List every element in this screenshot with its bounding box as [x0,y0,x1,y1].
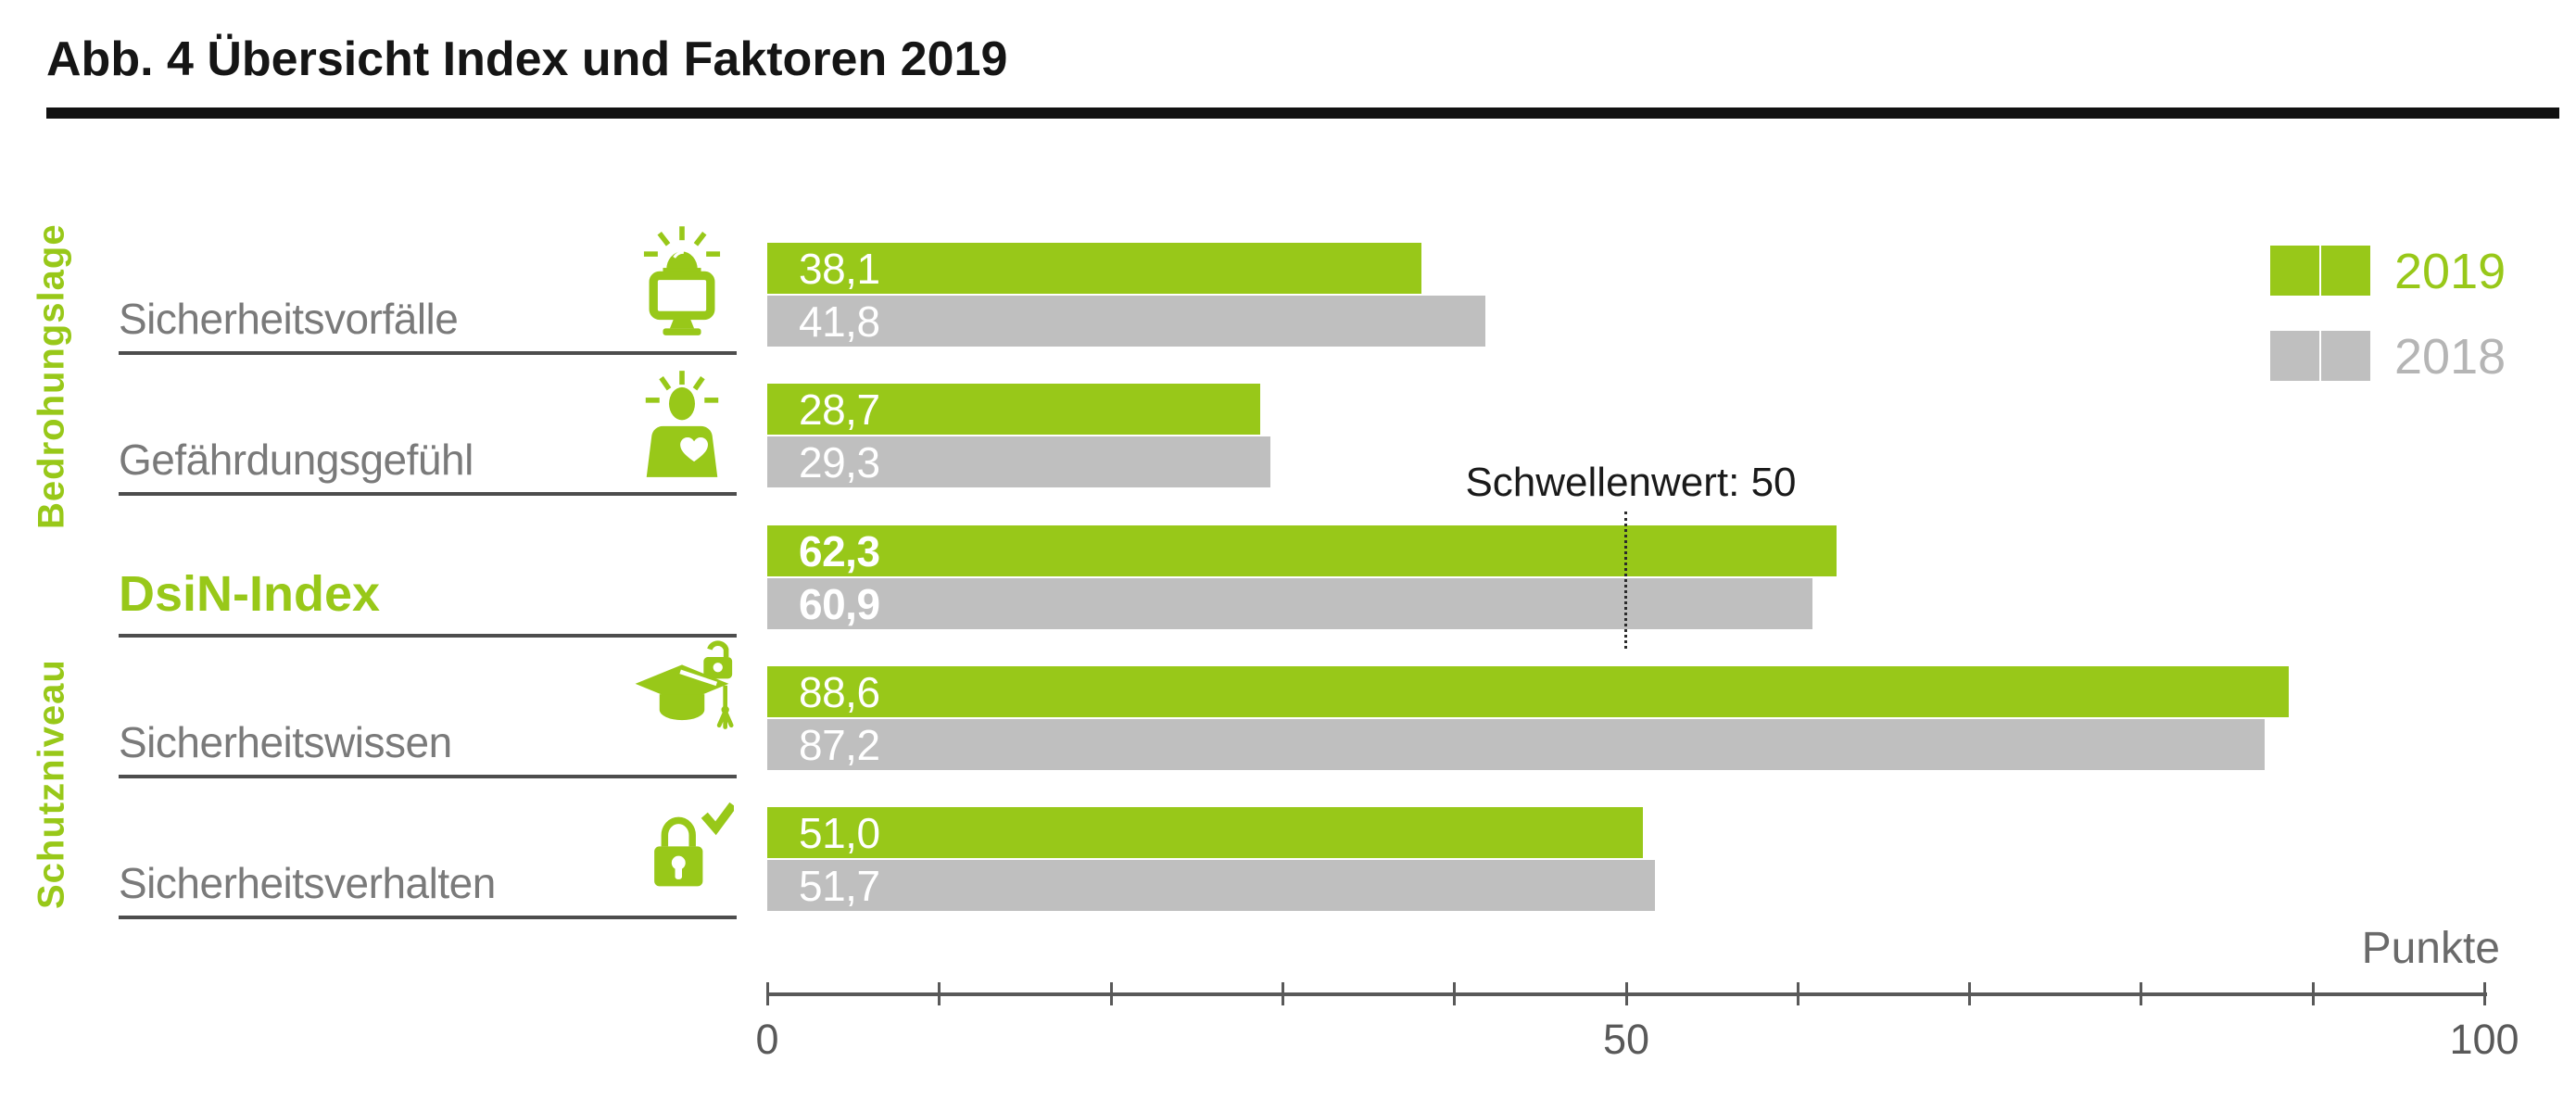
axis-tick-40 [1453,982,1456,1005]
axis-tick-30 [1282,982,1284,1005]
bar-2019-row-0: 38,1 [767,243,1421,294]
axis-unit-label: Punkte [2361,924,2500,973]
axis-tick-label-50: 50 [1602,1016,1650,1063]
axis-tick-10 [938,982,941,1005]
bar-value-2018-2: 60,9 [799,579,880,628]
threshold-dotted-line [1624,512,1627,649]
siren-monitor-icon [630,221,734,343]
axis-tick-90 [2312,982,2315,1005]
row-underline-2 [119,634,737,638]
group-label-bedrohungslage: Bedrohungslage [31,223,72,530]
legend-swatch-2019 [2270,246,2370,296]
row-underline-1 [119,492,737,496]
axis-tick-70 [1968,982,1971,1005]
axis-tick-0 [766,982,769,1005]
legend-label-2019: 2019 [2394,244,2507,299]
row-underline-0 [119,351,737,355]
row-label-2: DsiN-Index [119,566,381,622]
bar-2018-row-0: 41,8 [767,296,1485,347]
axis-tick-60 [1797,982,1799,1005]
bar-2018-row-2: 60,9 [767,578,1812,629]
row-label-0: Sicherheitsvorfälle [119,295,459,343]
axis-tick-100 [2483,982,2486,1005]
graduation-lock-icon [630,635,734,757]
bar-value-2018-4: 51,7 [799,861,880,910]
person-alert-icon [630,363,734,486]
axis-tick-label-0: 0 [755,1016,779,1063]
bar-2019-row-4: 51,0 [767,807,1643,858]
figure-title: Abb. 4 Übersicht Index und Faktoren 2019 [46,32,1008,86]
lock-check-icon [630,790,734,913]
row-label-3: Sicherheitswissen [119,718,452,766]
bar-2019-row-2: 62,3 [767,525,1837,576]
axis-tick-80 [2140,982,2142,1005]
row-label-4: Sicherheitsverhalten [119,859,496,907]
bar-value-2019-0: 38,1 [799,244,880,293]
row-label-1: Gefährdungsgefühl [119,436,474,484]
bar-value-2019-1: 28,7 [799,385,880,434]
axis-tick-20 [1110,982,1113,1005]
title-rule [46,107,2559,119]
bar-value-2019-4: 51,0 [799,808,880,857]
row-underline-4 [119,916,737,919]
bar-2018-row-4: 51,7 [767,860,1655,911]
legend-swatch-2018 [2270,331,2370,381]
bar-value-2019-3: 88,6 [799,667,880,716]
bar-value-2018-0: 41,8 [799,297,880,346]
row-underline-3 [119,775,737,778]
group-label-schutzniveau: Schutzniveau [31,659,72,910]
axis-tick-50 [1625,982,1628,1005]
bar-value-2018-3: 87,2 [799,720,880,769]
bar-value-2018-1: 29,3 [799,437,880,486]
threshold-label: Schwellenwert: 50 [1465,460,1797,505]
legend-label-2018: 2018 [2394,329,2507,385]
bar-2018-row-3: 87,2 [767,719,2265,770]
bar-2019-row-1: 28,7 [767,384,1260,435]
bar-value-2019-2: 62,3 [799,526,880,575]
bar-2018-row-1: 29,3 [767,436,1270,487]
axis-tick-label-100: 100 [2449,1016,2519,1063]
bar-2019-row-3: 88,6 [767,666,2289,717]
